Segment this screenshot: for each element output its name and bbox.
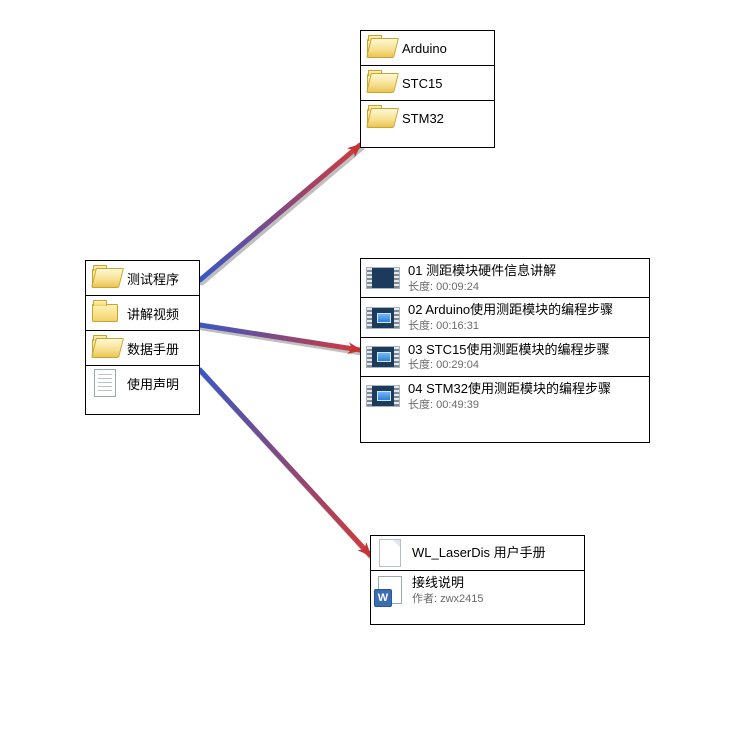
arrow xyxy=(200,370,370,555)
program-folder-item[interactable]: STM32 xyxy=(361,100,494,135)
source-item[interactable]: 测试程序 xyxy=(86,261,199,295)
word-doc-icon xyxy=(376,576,404,604)
video-item[interactable]: 02 Arduino使用测距模块的编程步骤长度: 00:16:31 xyxy=(361,297,649,336)
folder-icon xyxy=(366,34,394,62)
program-folder-item[interactable]: STC15 xyxy=(361,65,494,100)
video-duration: 长度: 00:29:04 xyxy=(408,358,610,373)
video-thumbnail-icon xyxy=(366,346,400,368)
document-title: 接线说明 xyxy=(412,574,484,592)
item-label: 数据手册 xyxy=(127,339,179,358)
program-folder-item[interactable]: Arduino xyxy=(361,31,494,65)
program-folders-panel: Arduino STC15 STM32 xyxy=(360,30,495,148)
folder-icon xyxy=(91,334,119,362)
document-author: 作者: zwx2415 xyxy=(412,592,484,607)
text-file-icon xyxy=(91,369,119,397)
document-title: WL_LaserDis 用户手册 xyxy=(412,544,546,562)
video-item[interactable]: 04 STM32使用测距模块的编程步骤长度: 00:49:39 xyxy=(361,376,649,415)
videos-panel: 01 测距模块硬件信息讲解长度: 00:09:2402 Arduino使用测距模… xyxy=(360,258,650,443)
video-duration: 长度: 00:16:31 xyxy=(408,319,613,334)
source-item[interactable]: 使用声明 xyxy=(86,365,199,400)
video-title: 03 STC15使用测距模块的编程步骤 xyxy=(408,341,610,359)
document-icon xyxy=(376,539,404,567)
folder-icon xyxy=(91,264,119,292)
video-thumbnail-icon xyxy=(366,307,400,329)
folder-icon xyxy=(366,104,394,132)
video-item[interactable]: 01 测距模块硬件信息讲解长度: 00:09:24 xyxy=(361,259,649,297)
arrow xyxy=(200,325,360,350)
item-label: Arduino xyxy=(402,41,447,56)
document-item[interactable]: WL_LaserDis 用户手册 xyxy=(371,536,584,570)
item-label: STM32 xyxy=(402,111,444,126)
item-label: 测试程序 xyxy=(127,269,179,288)
video-item[interactable]: 03 STC15使用测距模块的编程步骤长度: 00:29:04 xyxy=(361,337,649,376)
video-duration: 长度: 00:09:24 xyxy=(408,280,556,295)
video-thumbnail-icon xyxy=(366,267,400,289)
video-title: 04 STM32使用测距模块的编程步骤 xyxy=(408,380,611,398)
item-label: STC15 xyxy=(402,76,442,91)
video-duration: 长度: 00:49:39 xyxy=(408,398,611,413)
arrow xyxy=(200,145,360,280)
source-item[interactable]: 数据手册 xyxy=(86,330,199,365)
item-label: 使用声明 xyxy=(127,374,179,393)
folder-icon xyxy=(366,69,394,97)
source-folder-panel: 测试程序讲解视频数据手册使用声明 xyxy=(85,260,200,415)
video-title: 01 测距模块硬件信息讲解 xyxy=(408,262,556,280)
document-item[interactable]: 接线说明作者: zwx2415 xyxy=(371,570,584,609)
source-item[interactable]: 讲解视频 xyxy=(86,295,199,330)
documents-panel: WL_LaserDis 用户手册接线说明作者: zwx2415 xyxy=(370,535,585,625)
item-label: 讲解视频 xyxy=(127,304,179,323)
video-thumbnail-icon xyxy=(366,385,400,407)
video-title: 02 Arduino使用测距模块的编程步骤 xyxy=(408,301,613,319)
folder-icon xyxy=(91,299,119,327)
